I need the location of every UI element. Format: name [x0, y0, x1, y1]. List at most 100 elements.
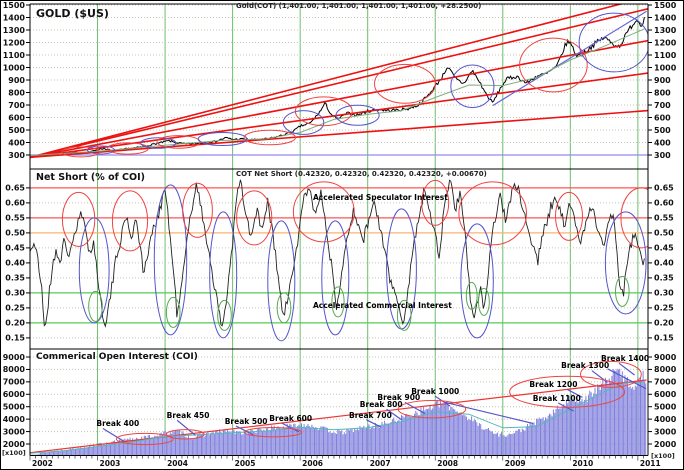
y-tick-label: 0.30 [5, 289, 25, 298]
coi-bars [30, 368, 647, 456]
y-tick-label: 600 [654, 113, 671, 122]
x-tick-label: 2003 [100, 459, 121, 468]
y-tick-label: 8000 [654, 365, 677, 374]
highlight-ellipse [578, 12, 648, 73]
y-tick-label: 0.50 [654, 229, 674, 238]
highlight-ellipse [321, 220, 350, 336]
x-tick-label: 2011 [640, 459, 661, 468]
highlight-ellipse [197, 132, 248, 146]
y-tick-label: 0.20 [5, 319, 25, 328]
y-tick-label: 1300 [654, 26, 677, 35]
y-tick-label: 900 [8, 76, 25, 85]
coi-multiplier-left: [x100] [2, 449, 26, 457]
x-tick-label: 2008 [437, 459, 458, 468]
y-tick-label: 1500 [654, 1, 677, 10]
y-tick-label: 9000 [654, 353, 677, 362]
y-tick-label: 0.55 [5, 214, 25, 223]
y-tick-label: 7000 [3, 378, 26, 387]
y-tick-label: 1100 [3, 51, 26, 60]
highlight-ellipse [294, 96, 353, 127]
y-tick-label: 600 [8, 113, 25, 122]
y-tick-label: 1200 [654, 38, 677, 47]
y-tick-label: 1300 [3, 26, 26, 35]
fan-line-4 [30, 72, 648, 159]
blue-break-line [566, 388, 583, 398]
blue-break-line [386, 408, 402, 421]
y-tick-label: 9000 [3, 353, 26, 362]
highlight-ellipse [465, 281, 478, 310]
teal-moving-average [30, 381, 645, 454]
highlight-ellipse [153, 184, 188, 336]
y-tick-label: 800 [8, 88, 25, 97]
green-moving-average [30, 28, 645, 157]
y-tick-label: 0.65 [654, 184, 674, 193]
x-tick-label: 2005 [235, 459, 256, 468]
y-tick-label: 1200 [3, 38, 26, 47]
y-tick-label: 0.20 [654, 319, 674, 328]
highlight-ellipse [244, 427, 303, 438]
fan-line-2 [30, 8, 648, 159]
y-tick-label: 5000 [3, 403, 26, 412]
y-tick-label: 1400 [654, 13, 677, 22]
fan-line-5 [30, 109, 648, 159]
x-tick-label: 2009 [505, 459, 526, 468]
highlight-ellipse [209, 211, 238, 339]
y-tick-label: 4000 [654, 415, 677, 424]
y-tick-label: 0.15 [5, 334, 25, 343]
blue-decline-line [607, 368, 647, 390]
y-tick-label: 3000 [654, 427, 677, 436]
y-tick-label: 3000 [3, 427, 26, 436]
highlight-ellipse [276, 292, 292, 324]
highlight-ellipse [115, 432, 174, 446]
y-tick-label: 0.40 [654, 259, 674, 268]
highlight-ellipse [217, 299, 232, 331]
y-tick-label: 7000 [654, 378, 677, 387]
highlight-ellipse [267, 220, 296, 342]
commercial-interest-annotation: Accelerated Commercial Interest [313, 301, 452, 310]
x-tick-label: 2006 [302, 459, 323, 468]
highlight-ellipse [107, 142, 149, 155]
highlight-ellipse [182, 182, 213, 238]
blue-break-line [404, 401, 426, 415]
y-tick-label: 1100 [654, 51, 677, 60]
blue-break-line [618, 362, 635, 376]
y-tick-label: 8000 [3, 365, 26, 374]
blue-break-line [176, 419, 196, 436]
highlight-ellipse [61, 146, 101, 158]
y-tick-label: 1000 [654, 63, 677, 72]
coi-multiplier-right: [x100] [651, 452, 675, 460]
y-tick-label: 400 [654, 138, 671, 147]
net-short-panel-subtitle: COT Net Short (0.42320, 0.42320, 0.42320… [236, 170, 487, 178]
y-tick-label: 0.25 [5, 304, 25, 313]
red-trendline [30, 379, 647, 454]
y-tick-label: 1400 [3, 13, 26, 22]
highlight-ellipse [555, 191, 583, 241]
y-tick-label: 1500 [3, 1, 26, 10]
break-annotation: Break 800 [360, 400, 403, 409]
y-tick-label: 0.60 [5, 199, 25, 208]
break-annotation: Break 600 [269, 414, 312, 423]
blue-break-line [235, 425, 254, 436]
y-tick-label: 0.35 [654, 274, 674, 283]
highlight-ellipse [282, 110, 325, 135]
y-tick-label: 0.50 [5, 229, 25, 238]
x-tick-label: 2007 [370, 459, 391, 468]
y-tick-label: 0.45 [5, 244, 25, 253]
highlight-ellipse [458, 181, 528, 246]
blue-support-line [492, 10, 647, 107]
y-tick-label: 0.25 [654, 304, 674, 313]
y-tick-label: 0.40 [5, 259, 25, 268]
break-annotation: Break 1000 [411, 387, 459, 396]
x-tick-label: 2004 [167, 459, 188, 468]
highlight-ellipse [386, 208, 417, 330]
blue-break-line [366, 419, 382, 428]
highlight-ellipse [580, 360, 642, 388]
y-tick-label: 300 [8, 151, 25, 160]
highlight-ellipse [478, 287, 490, 316]
highlight-ellipse [519, 37, 588, 93]
y-tick-label: 0.60 [654, 199, 674, 208]
y-tick-label: 0.15 [654, 334, 674, 343]
break-annotation: Break 400 [96, 419, 139, 428]
